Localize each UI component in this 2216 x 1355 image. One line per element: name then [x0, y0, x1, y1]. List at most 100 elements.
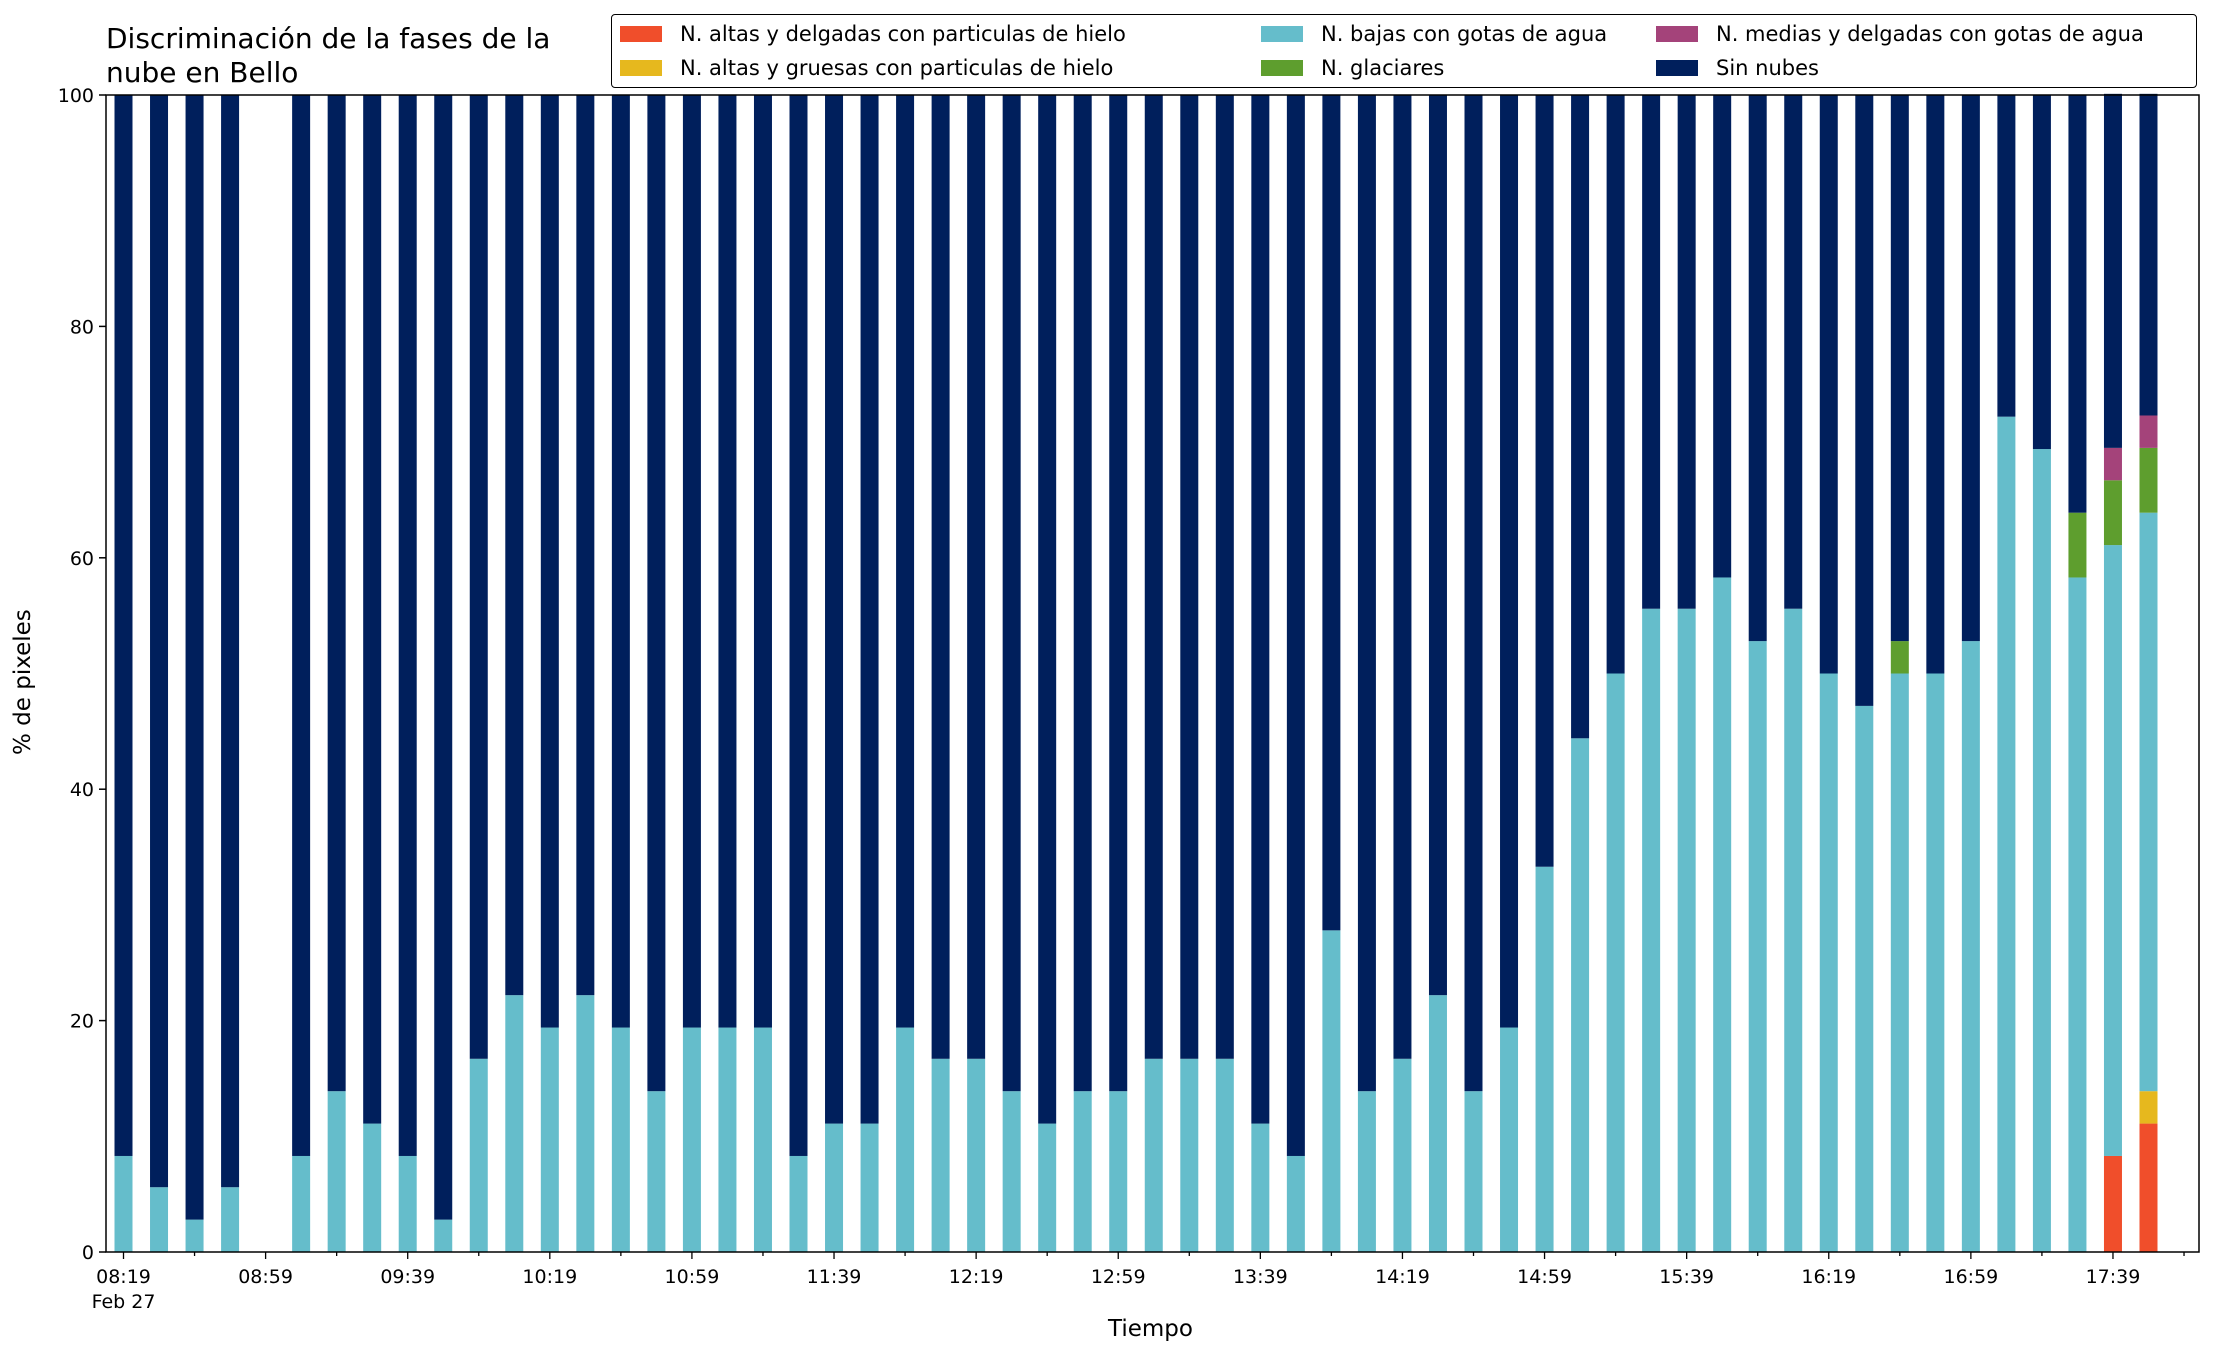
legend-swatch — [1656, 60, 1698, 76]
bar-segment-2-14 — [611, 1027, 630, 1252]
bar-segment-5-28 — [1109, 95, 1128, 1092]
bar-segment-2-10 — [469, 1058, 488, 1252]
bar-segment-4-57 — [2139, 415, 2158, 448]
bar-segment-2-43 — [1642, 608, 1661, 1252]
bar-segment-5-48 — [1819, 95, 1838, 674]
x-tick-sublabel: Feb 27 — [92, 1291, 156, 1313]
bar-segment-2-9 — [434, 1219, 453, 1252]
bar-segment-2-25 — [1002, 1091, 1021, 1252]
x-tick-label: 14:59 — [1517, 1266, 1572, 1288]
legend-item-medias-delgadas: N. medias y delgadas con gotas de agua — [1656, 19, 2144, 49]
chart-title: Discriminación de la fases de la nube en… — [106, 22, 606, 90]
bar-segment-0-56 — [2103, 1155, 2122, 1252]
bar-segment-5-30 — [1180, 95, 1199, 1059]
bar-segment-2-57 — [2139, 512, 2158, 1092]
bar-segment-2-29 — [1144, 1058, 1163, 1252]
bar-segment-5-46 — [1748, 95, 1767, 642]
x-tick-label: 16:59 — [1943, 1266, 1998, 1288]
bar-segment-5-25 — [1002, 95, 1021, 1092]
bar-segment-2-21 — [860, 1123, 879, 1252]
x-axis-title: Tiempo — [1108, 1316, 1193, 1342]
bar-segment-5-49 — [1855, 95, 1874, 706]
bar-segment-5-29 — [1144, 95, 1163, 1059]
bar-segment-5-50 — [1890, 95, 1909, 642]
bar-segment-5-55 — [2068, 95, 2087, 513]
bar-segment-5-10 — [469, 95, 488, 1059]
bar-segment-5-44 — [1677, 95, 1696, 609]
x-tick-label: 09:39 — [380, 1266, 435, 1288]
bar-segment-2-40 — [1535, 866, 1554, 1252]
x-tick-label: 12:59 — [1091, 1266, 1146, 1288]
bar-segment-2-27 — [1073, 1091, 1092, 1252]
bar-segment-5-21 — [860, 95, 879, 1124]
legend-label: N. altas y gruesas con particulas de hie… — [680, 56, 1114, 80]
bar-segment-2-39 — [1500, 1027, 1519, 1252]
bar-segment-5-36 — [1393, 95, 1412, 1059]
bar-segment-2-54 — [2032, 449, 2051, 1252]
bars-layer — [114, 93, 2158, 1252]
bar-segment-0-57 — [2139, 1123, 2158, 1252]
y-tick-label: 0 — [82, 1242, 94, 1264]
bar-segment-2-52 — [1961, 641, 1980, 1252]
bar-segment-5-41 — [1571, 95, 1590, 739]
bar-segment-2-1 — [150, 1187, 169, 1252]
legend-item-altas-delgadas: N. altas y delgadas con particulas de hi… — [620, 19, 1126, 49]
bar-segment-2-8 — [398, 1155, 417, 1252]
x-tick-label: 13:39 — [1233, 1266, 1288, 1288]
bar-segment-5-32 — [1251, 95, 1270, 1124]
bar-segment-3-57 — [2139, 447, 2158, 513]
bar-segment-2-47 — [1784, 608, 1803, 1252]
y-tick-label: 60 — [70, 548, 94, 570]
bar-segment-2-15 — [647, 1091, 666, 1252]
bar-segment-2-23 — [931, 1058, 950, 1252]
bar-segment-2-13 — [576, 995, 595, 1252]
legend-swatch — [620, 60, 662, 76]
bar-segment-2-53 — [1997, 416, 2016, 1252]
bar-segment-2-22 — [896, 1027, 915, 1252]
legend-item-glaciares: N. glaciares — [1261, 53, 1444, 83]
x-tick-label: 08:59 — [238, 1266, 293, 1288]
bar-segment-5-3 — [221, 95, 240, 1188]
x-tick-label: 08:19 — [96, 1266, 151, 1288]
bar-segment-2-26 — [1038, 1123, 1057, 1252]
y-tick-label: 100 — [58, 85, 94, 107]
bar-segment-2-41 — [1571, 738, 1590, 1252]
bar-segment-2-17 — [718, 1027, 737, 1252]
bar-segment-3-55 — [2068, 512, 2087, 578]
bar-segment-5-8 — [398, 95, 417, 1156]
bar-segment-5-1 — [150, 95, 169, 1188]
legend-label: N. altas y delgadas con particulas de hi… — [680, 22, 1126, 46]
bar-segment-2-44 — [1677, 608, 1696, 1252]
bar-segment-2-20 — [825, 1123, 844, 1252]
bar-segment-2-5 — [292, 1155, 311, 1252]
bar-segment-2-24 — [967, 1058, 986, 1252]
bar-segment-5-34 — [1322, 95, 1341, 931]
x-tick-label: 10:19 — [522, 1266, 577, 1288]
bar-segment-2-37 — [1428, 995, 1447, 1252]
bar-segment-1-57 — [2139, 1091, 2158, 1124]
bar-segment-2-31 — [1215, 1058, 1234, 1252]
bar-segment-2-3 — [221, 1187, 240, 1252]
bar-segment-2-48 — [1819, 673, 1838, 1252]
legend-label: N. medias y delgadas con gotas de agua — [1716, 22, 2144, 46]
bar-segment-5-26 — [1038, 95, 1057, 1124]
x-tick-label: 11:39 — [807, 1266, 862, 1288]
chart-title-line-1: Discriminación de la fases de la — [106, 22, 551, 55]
bar-segment-5-47 — [1784, 95, 1803, 609]
bar-segment-5-54 — [2032, 95, 2051, 450]
bar-segment-2-38 — [1464, 1091, 1483, 1252]
bar-segment-2-50 — [1890, 673, 1909, 1252]
bar-segment-2-51 — [1926, 673, 1945, 1252]
bar-segment-2-55 — [2068, 577, 2087, 1252]
bar-segment-5-11 — [505, 95, 524, 996]
bar-segment-5-5 — [292, 95, 311, 1156]
legend-item-sin-nubes: Sin nubes — [1656, 53, 1819, 83]
bar-segment-2-35 — [1357, 1091, 1376, 1252]
bar-segment-2-30 — [1180, 1058, 1199, 1252]
bar-segment-2-28 — [1109, 1091, 1128, 1252]
bar-segment-2-18 — [753, 1027, 772, 1252]
bar-segment-5-56 — [2103, 93, 2122, 448]
chart-title-line-2: nube en Bello — [106, 56, 299, 89]
bar-segment-5-40 — [1535, 95, 1554, 867]
bar-segment-5-16 — [682, 95, 701, 1028]
